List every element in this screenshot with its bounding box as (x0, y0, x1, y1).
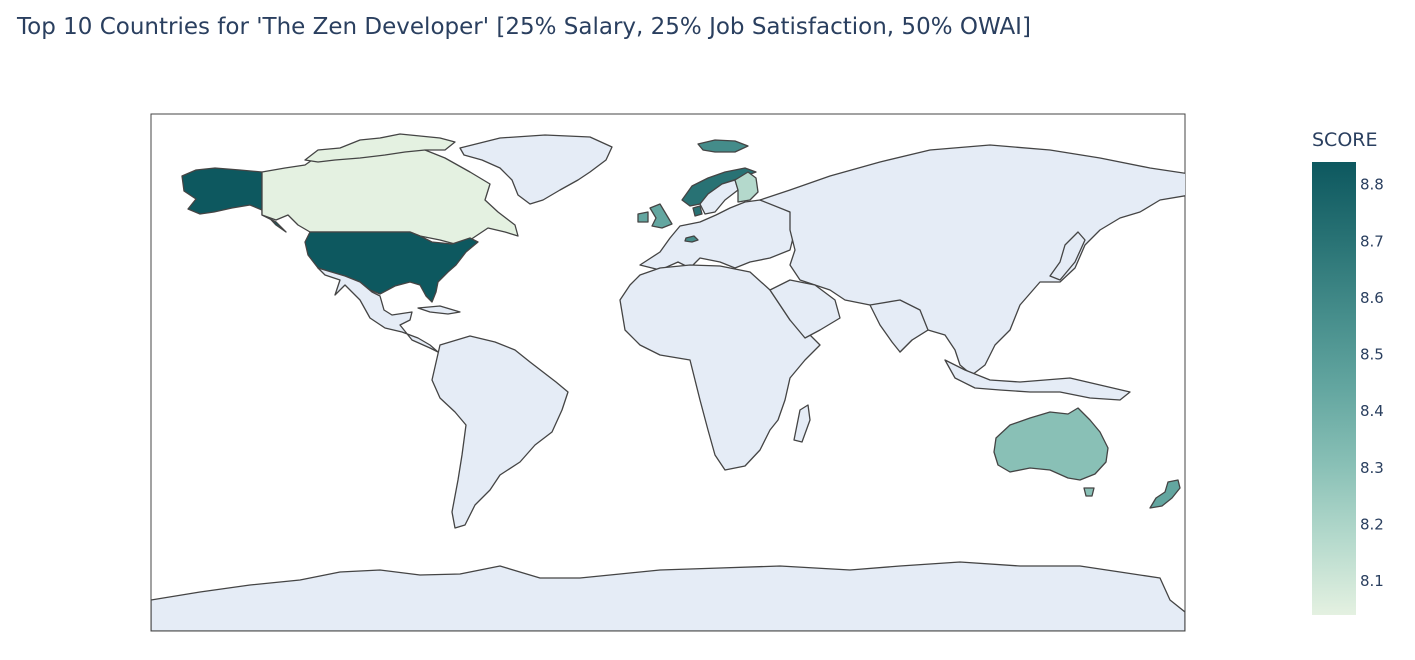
country-australia[interactable] (993, 407, 1109, 481)
country-japan[interactable] (1049, 231, 1086, 281)
colorbar-tick-label: 8.4 (1360, 402, 1384, 420)
country-tasmania[interactable] (1083, 487, 1095, 497)
country-indonesia[interactable] (944, 359, 1131, 401)
country-mexico[interactable] (317, 267, 439, 353)
country-iceland[interactable] (697, 139, 749, 153)
country-asia[interactable] (759, 144, 1190, 376)
colorbar-tick-label: 8.6 (1360, 289, 1384, 307)
country-india[interactable] (869, 299, 929, 353)
colorbar-tick-label: 8.2 (1360, 515, 1384, 533)
country-south-america[interactable] (431, 335, 569, 529)
country-switzerland[interactable] (684, 235, 699, 243)
country-africa[interactable] (619, 264, 821, 471)
colorbar (1312, 162, 1356, 615)
colorbar-tick-label: 8.7 (1360, 232, 1384, 250)
colorbar-ticks: 8.1 8.2 8.3 8.4 8.5 8.6 8.7 8.8 (1360, 176, 1384, 590)
country-united-kingdom[interactable] (649, 203, 673, 229)
country-arabia[interactable] (769, 279, 841, 339)
chart-title: Top 10 Countries for 'The Zen Developer'… (17, 14, 1031, 40)
colorbar-tick-label: 8.1 (1360, 572, 1384, 590)
country-denmark[interactable] (692, 205, 703, 217)
country-antarctica[interactable] (151, 561, 1185, 631)
colorbar-tick-label: 8.5 (1360, 346, 1384, 364)
country-madagascar[interactable] (793, 404, 811, 443)
country-ireland[interactable] (637, 211, 649, 223)
country-new-zealand[interactable] (1149, 479, 1181, 509)
colorbar-tick-label: 8.3 (1360, 459, 1384, 477)
colorbar-title: SCORE (1312, 129, 1378, 151)
colorbar-tick-label: 8.8 (1360, 176, 1384, 194)
country-cuba[interactable] (417, 305, 461, 315)
country-canada-islands[interactable] (304, 133, 456, 163)
country-greenland[interactable] (459, 134, 613, 205)
country-finland[interactable] (734, 171, 759, 203)
